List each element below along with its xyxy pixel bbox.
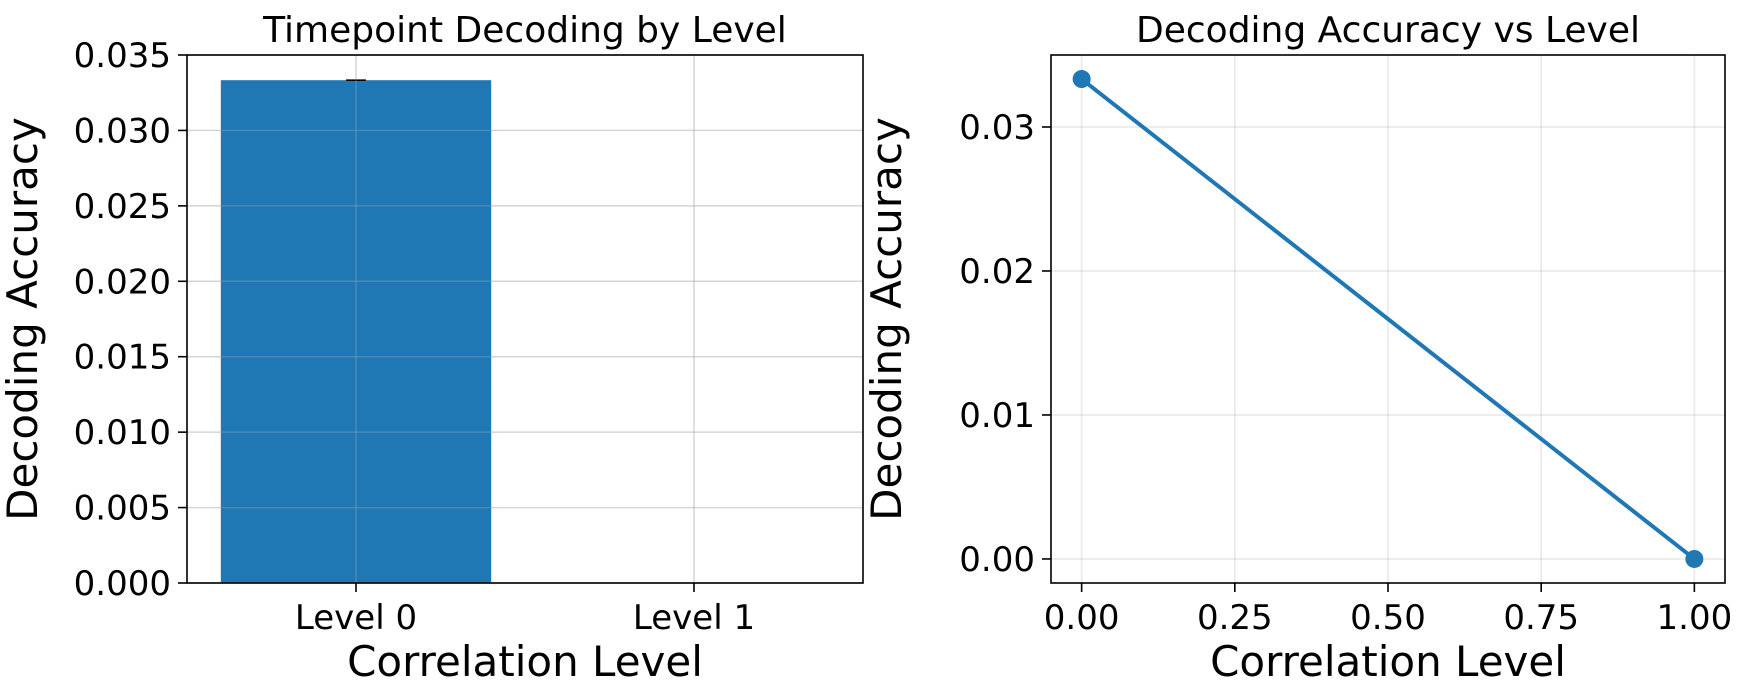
chart-title: Timepoint Decoding by Level (262, 10, 787, 51)
bars (220, 79, 492, 583)
y-tick-label: 0.030 (74, 111, 171, 151)
x-tick-label: 0.25 (1197, 598, 1273, 638)
y-tick-label: 0.035 (74, 36, 171, 76)
data-point (1685, 549, 1704, 568)
y-tick-label: 0.025 (74, 187, 171, 227)
x-tick-label: Level 1 (633, 598, 755, 638)
bar-chart-panel: Level 0 Level 1 0.000 0.005 0.010 0.015 0.020… (0, 10, 864, 686)
y-tick-label: 0.020 (74, 262, 171, 302)
bar-level-0 (220, 80, 492, 583)
y-tick-label: 0.010 (74, 413, 171, 453)
x-axis-label: Correlation Level (1210, 637, 1566, 686)
x-tick-label: 0.50 (1350, 598, 1426, 638)
x-tick-label: 0.00 (1044, 598, 1120, 638)
x-ticks: Level 0 Level 1 (295, 583, 755, 638)
y-axis-label: Decoding Accuracy (0, 117, 47, 521)
x-ticks: 0.00 0.25 0.50 0.75 1.00 (1044, 583, 1732, 638)
x-axis-label: Correlation Level (347, 637, 703, 686)
series (1072, 70, 1704, 568)
y-tick-label: 0.03 (959, 108, 1035, 148)
y-tick-label: 0.00 (959, 540, 1035, 580)
x-tick-label: Level 0 (295, 598, 417, 638)
y-tick-label: 0.015 (74, 338, 171, 378)
y-ticks: 0.000 0.005 0.010 0.015 0.020 0.025 0.030 0.035 (74, 36, 187, 604)
data-point (1072, 70, 1091, 89)
y-tick-label: 0.02 (959, 252, 1035, 292)
y-ticks: 0.00 0.01 0.02 0.03 (959, 108, 1051, 580)
y-axis-label: Decoding Accuracy (862, 117, 911, 521)
plot-frame (186, 54, 864, 584)
line-chart-panel: 0.00 0.25 0.50 0.75 1.00 0.00 0.01 0.02 0.03 De… (862, 10, 1732, 686)
y-tick-label: 0.01 (959, 396, 1035, 436)
x-tick-label: 0.75 (1503, 598, 1579, 638)
chart-title: Decoding Accuracy vs Level (1136, 10, 1640, 51)
x-tick-label: 1.00 (1657, 598, 1733, 638)
grid (1051, 55, 1725, 583)
y-tick-label: 0.005 (74, 489, 171, 529)
series-line (1080, 77, 1696, 561)
y-tick-label: 0.000 (74, 564, 171, 604)
